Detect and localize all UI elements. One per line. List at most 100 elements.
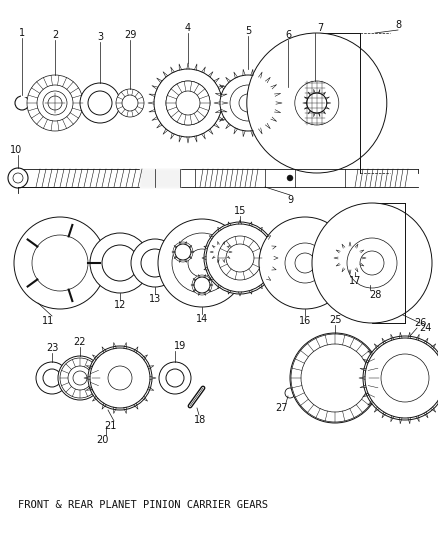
Bar — [305, 81, 325, 125]
Text: 20: 20 — [96, 435, 108, 445]
Circle shape — [90, 348, 150, 408]
Circle shape — [88, 346, 152, 410]
Text: 6: 6 — [285, 30, 291, 40]
Circle shape — [27, 75, 83, 131]
Circle shape — [60, 358, 100, 398]
Text: 16: 16 — [299, 316, 311, 326]
Text: 23: 23 — [46, 343, 58, 353]
Text: 17: 17 — [349, 276, 361, 286]
Circle shape — [291, 334, 379, 422]
Text: 18: 18 — [194, 415, 206, 425]
Circle shape — [166, 81, 210, 125]
Bar — [317, 33, 360, 173]
Circle shape — [14, 217, 106, 309]
Circle shape — [220, 75, 276, 131]
Circle shape — [338, 246, 362, 270]
Circle shape — [37, 85, 73, 121]
Circle shape — [272, 87, 304, 119]
Circle shape — [48, 96, 62, 110]
Circle shape — [32, 235, 88, 291]
Circle shape — [108, 366, 132, 390]
Circle shape — [365, 338, 438, 418]
Text: 29: 29 — [124, 30, 136, 40]
Circle shape — [204, 222, 276, 294]
Circle shape — [363, 266, 377, 280]
Circle shape — [360, 251, 384, 275]
Circle shape — [166, 81, 210, 125]
Circle shape — [36, 362, 68, 394]
Circle shape — [158, 219, 246, 307]
Circle shape — [307, 93, 327, 113]
Text: 7: 7 — [317, 23, 323, 33]
Bar — [372, 203, 405, 323]
Circle shape — [312, 203, 432, 323]
Circle shape — [307, 93, 327, 113]
Circle shape — [381, 354, 429, 402]
Text: 4: 4 — [185, 23, 191, 33]
Circle shape — [175, 244, 191, 260]
Circle shape — [218, 236, 262, 280]
Text: 22: 22 — [74, 337, 86, 347]
Text: 12: 12 — [114, 300, 126, 310]
Circle shape — [239, 94, 257, 112]
Circle shape — [336, 244, 364, 272]
Circle shape — [347, 238, 397, 288]
Text: 8: 8 — [395, 20, 401, 30]
Circle shape — [116, 89, 144, 117]
Circle shape — [213, 244, 229, 260]
Text: 5: 5 — [245, 26, 251, 36]
Circle shape — [194, 277, 210, 293]
Circle shape — [211, 242, 231, 262]
Circle shape — [358, 261, 382, 285]
Circle shape — [15, 96, 29, 110]
Text: 19: 19 — [174, 341, 186, 351]
Circle shape — [192, 275, 212, 295]
Text: FRONT & REAR PLANET PINION CARRIER GEARS: FRONT & REAR PLANET PINION CARRIER GEARS — [18, 500, 268, 510]
Circle shape — [172, 233, 232, 293]
Text: 9: 9 — [287, 195, 293, 205]
Circle shape — [301, 344, 369, 412]
Circle shape — [259, 217, 351, 309]
Circle shape — [141, 249, 169, 277]
Circle shape — [206, 224, 274, 292]
Text: 24: 24 — [419, 323, 431, 333]
Circle shape — [247, 33, 387, 173]
Circle shape — [176, 91, 200, 115]
Circle shape — [287, 175, 293, 181]
Circle shape — [166, 369, 184, 387]
Circle shape — [188, 249, 216, 277]
Text: 14: 14 — [196, 314, 208, 324]
Circle shape — [303, 346, 367, 410]
Text: 21: 21 — [104, 421, 116, 431]
Circle shape — [290, 333, 380, 423]
Text: 28: 28 — [369, 290, 381, 300]
Circle shape — [13, 173, 23, 183]
Circle shape — [80, 83, 120, 123]
Circle shape — [43, 91, 67, 115]
Text: 27: 27 — [276, 403, 288, 413]
Circle shape — [68, 366, 92, 390]
Text: 26: 26 — [414, 318, 426, 328]
Text: 10: 10 — [10, 145, 22, 155]
Circle shape — [88, 91, 112, 115]
Circle shape — [90, 233, 150, 293]
Circle shape — [279, 94, 297, 112]
Circle shape — [159, 362, 191, 394]
Circle shape — [8, 168, 28, 188]
Circle shape — [43, 369, 61, 387]
Circle shape — [73, 371, 87, 385]
Text: 15: 15 — [234, 206, 246, 216]
Circle shape — [102, 245, 138, 281]
Text: 11: 11 — [42, 316, 54, 326]
Text: 2: 2 — [52, 30, 58, 40]
Text: 3: 3 — [97, 32, 103, 42]
Circle shape — [131, 239, 179, 287]
Circle shape — [285, 243, 325, 283]
Text: 1: 1 — [19, 28, 25, 38]
Circle shape — [154, 69, 222, 137]
Circle shape — [295, 81, 339, 125]
Circle shape — [363, 336, 438, 420]
Circle shape — [173, 242, 193, 262]
Circle shape — [218, 236, 262, 280]
Circle shape — [295, 253, 315, 273]
